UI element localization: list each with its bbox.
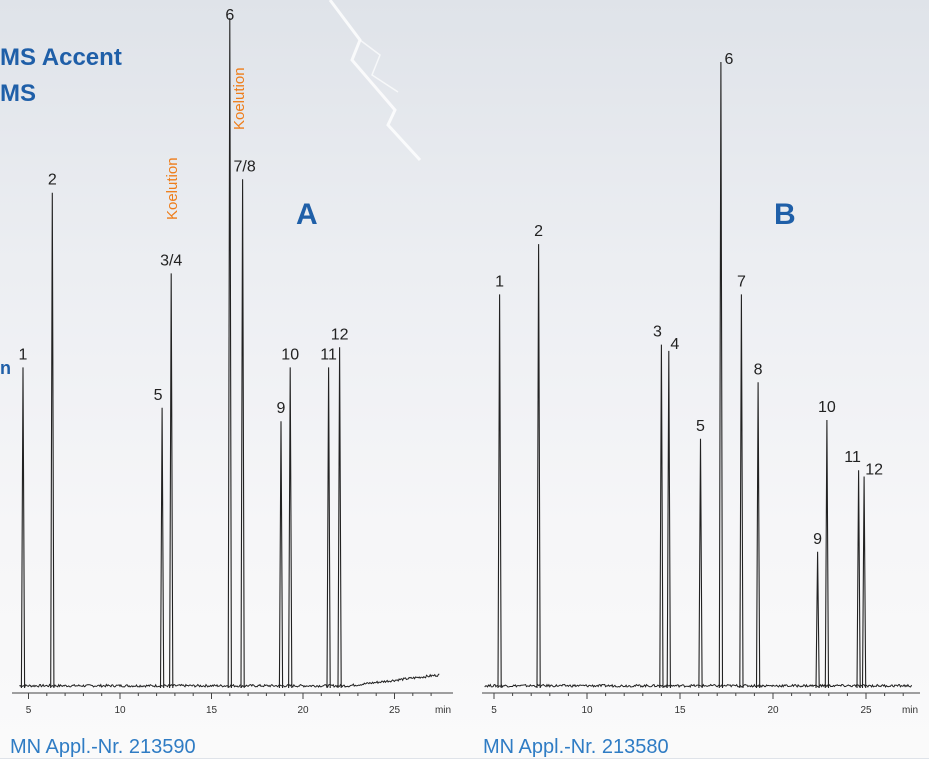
peak-label: 7/8 xyxy=(233,158,255,175)
peak-label: 8 xyxy=(754,361,763,378)
x-tick-label: 5 xyxy=(26,705,32,716)
peak-label: 6 xyxy=(724,51,733,68)
lightning-branch xyxy=(359,39,399,93)
peak-label: 11 xyxy=(844,449,861,466)
peak-7 xyxy=(739,294,744,689)
peak-5 xyxy=(698,438,703,689)
lightning-decoration xyxy=(328,0,422,162)
peak-2 xyxy=(50,192,55,689)
x-tick-label: 20 xyxy=(297,705,309,716)
peak-12 xyxy=(861,476,867,689)
peak-8 xyxy=(755,382,761,689)
panel-label-b: B xyxy=(774,198,796,231)
lightning-bolt xyxy=(328,0,422,162)
x-tick-label: 15 xyxy=(206,705,218,716)
panel-label-a: A xyxy=(296,198,318,231)
x-tick-label: 25 xyxy=(389,705,401,716)
peak-label: 1 xyxy=(19,346,28,363)
peak-label: 10 xyxy=(818,399,836,416)
peak-label: 6 xyxy=(225,7,234,24)
peak-label: 5 xyxy=(696,418,705,435)
x-tick-label: 10 xyxy=(114,705,126,716)
peak-label: 7 xyxy=(737,273,746,290)
peak-12 xyxy=(337,347,342,689)
peak-5 xyxy=(159,407,165,689)
peak-label: 12 xyxy=(865,462,883,479)
coelution-annotation: Koelution xyxy=(164,157,181,220)
peak-label: 1 xyxy=(495,273,504,290)
peak-label: 3 xyxy=(653,324,662,341)
peak-1 xyxy=(497,294,502,689)
peak-label: 12 xyxy=(331,326,349,343)
application-number-a: MN Appl.-Nr. 213590 xyxy=(10,736,196,758)
peak-label: 3/4 xyxy=(160,252,182,269)
peak-10 xyxy=(824,419,830,689)
peak-label: 11 xyxy=(320,346,337,363)
x-tick-label: 10 xyxy=(581,705,593,716)
peak-label: 5 xyxy=(154,387,163,404)
peak-label: 2 xyxy=(534,223,543,240)
x-axis-unit: min xyxy=(902,705,918,716)
peak-9 xyxy=(815,551,820,689)
x-tick-label: 20 xyxy=(767,705,779,716)
baseline-trace xyxy=(484,683,913,689)
peak-11 xyxy=(856,470,861,689)
peak-4 xyxy=(666,350,671,689)
x-axis-unit: min xyxy=(435,705,451,716)
column-title-line1: MS Accent xyxy=(0,44,122,71)
peak-11 xyxy=(326,367,331,689)
x-tick-label: 25 xyxy=(860,705,872,716)
peak-6 xyxy=(718,61,724,689)
peak-label: 2 xyxy=(48,172,57,189)
cut-off-label: n xyxy=(0,358,11,378)
peak-1 xyxy=(20,367,26,689)
peak-3 xyxy=(659,344,664,689)
coelution-annotation: Koelution xyxy=(231,67,248,130)
x-tick-label: 15 xyxy=(674,705,686,716)
peak-10 xyxy=(288,367,293,689)
peak-label: 9 xyxy=(813,531,822,548)
peak-3-4 xyxy=(169,273,174,689)
peak-6 xyxy=(227,17,232,689)
peak-7-8 xyxy=(240,179,245,689)
peak-9 xyxy=(278,421,284,689)
x-tick-label: 5 xyxy=(491,705,497,716)
peak-label: 4 xyxy=(670,336,679,353)
column-title-line2: MS xyxy=(0,80,36,107)
baseline-trace xyxy=(19,673,440,688)
peak-2 xyxy=(536,244,541,689)
peak-label: 10 xyxy=(281,346,299,363)
application-number-b: MN Appl.-Nr. 213580 xyxy=(483,736,669,758)
peak-label: 9 xyxy=(277,400,286,417)
